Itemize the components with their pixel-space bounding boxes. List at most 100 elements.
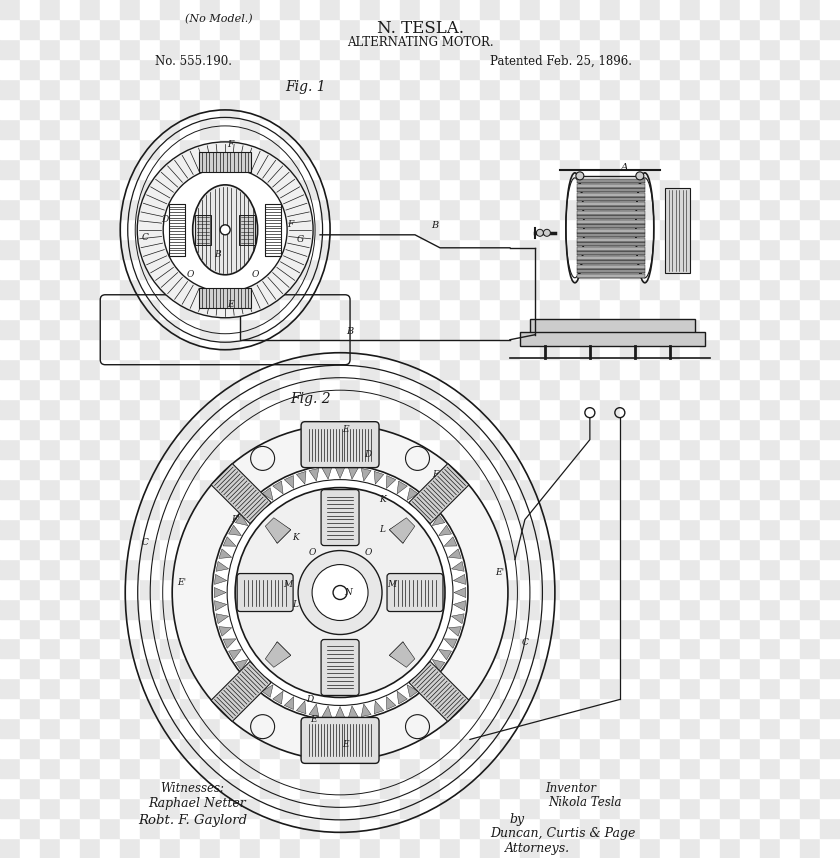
Bar (480, 778, 500, 798)
Bar (577, 252, 645, 255)
Bar (520, 39, 540, 59)
Bar (200, 778, 220, 798)
Bar (380, 299, 400, 319)
Bar (440, 119, 460, 139)
Bar (720, 418, 740, 439)
Bar (60, 0, 81, 19)
Bar (200, 219, 220, 239)
Text: B: B (214, 250, 220, 259)
Bar (380, 359, 400, 379)
Polygon shape (228, 525, 241, 535)
Bar (740, 319, 759, 338)
Bar (120, 478, 140, 498)
Bar (520, 19, 540, 39)
Bar (820, 758, 840, 778)
Bar (500, 659, 520, 679)
Bar (540, 59, 560, 79)
Bar (500, 579, 520, 599)
Bar (500, 478, 520, 498)
Bar (400, 379, 420, 399)
Bar (520, 558, 540, 579)
Bar (500, 539, 520, 558)
Bar (759, 539, 780, 558)
Bar (400, 439, 420, 459)
Bar (240, 19, 260, 39)
Bar (700, 439, 720, 459)
Bar (659, 679, 680, 698)
Bar (360, 459, 380, 478)
Bar (20, 399, 40, 418)
Bar (360, 539, 380, 558)
Bar (540, 739, 560, 758)
Bar (160, 139, 181, 159)
Bar (0, 798, 20, 819)
Bar (260, 558, 280, 579)
Bar (220, 198, 240, 219)
Bar (20, 219, 40, 239)
Bar (759, 739, 780, 758)
Circle shape (163, 168, 287, 292)
Polygon shape (433, 660, 445, 671)
Bar (440, 798, 460, 819)
Bar (0, 259, 20, 279)
Bar (260, 119, 280, 139)
Bar (520, 59, 540, 79)
Bar (81, 539, 100, 558)
Bar (220, 19, 240, 39)
Bar (759, 239, 780, 259)
Bar (740, 119, 759, 139)
Bar (160, 459, 181, 478)
Bar (620, 539, 640, 558)
Bar (560, 179, 580, 198)
Bar (120, 79, 140, 99)
Bar (440, 338, 460, 359)
Bar (60, 599, 81, 618)
Bar (380, 459, 400, 478)
Bar (220, 299, 240, 319)
Bar (260, 179, 280, 198)
Bar (260, 239, 280, 259)
Bar (420, 798, 440, 819)
Bar (0, 119, 20, 139)
Bar (0, 618, 20, 638)
Bar (100, 198, 120, 219)
Bar (100, 338, 120, 359)
Bar (360, 838, 380, 858)
Bar (800, 119, 820, 139)
Bar (740, 359, 759, 379)
Bar (160, 179, 181, 198)
Bar (480, 698, 500, 718)
Text: Nikola Tesla: Nikola Tesla (548, 796, 622, 809)
Bar (740, 198, 759, 219)
Bar (620, 679, 640, 698)
Bar (800, 579, 820, 599)
Bar (580, 79, 600, 99)
Bar (640, 19, 659, 39)
Bar (680, 379, 700, 399)
Bar (577, 274, 645, 277)
Bar (181, 198, 200, 219)
Bar (340, 539, 360, 558)
Bar (240, 718, 260, 739)
Bar (580, 159, 600, 179)
Bar (120, 739, 140, 758)
Bar (659, 399, 680, 418)
Bar (360, 739, 380, 758)
Bar (360, 279, 380, 299)
Bar (400, 299, 420, 319)
Bar (460, 79, 480, 99)
Bar (300, 679, 320, 698)
Bar (640, 698, 659, 718)
Bar (460, 758, 480, 778)
Bar (600, 319, 620, 338)
Bar (220, 379, 240, 399)
Bar (540, 478, 560, 498)
Bar (40, 239, 60, 259)
Bar (480, 79, 500, 99)
Bar (100, 379, 120, 399)
Polygon shape (235, 515, 248, 526)
Bar (800, 359, 820, 379)
Bar (820, 798, 840, 819)
Bar (40, 739, 60, 758)
Bar (520, 539, 540, 558)
